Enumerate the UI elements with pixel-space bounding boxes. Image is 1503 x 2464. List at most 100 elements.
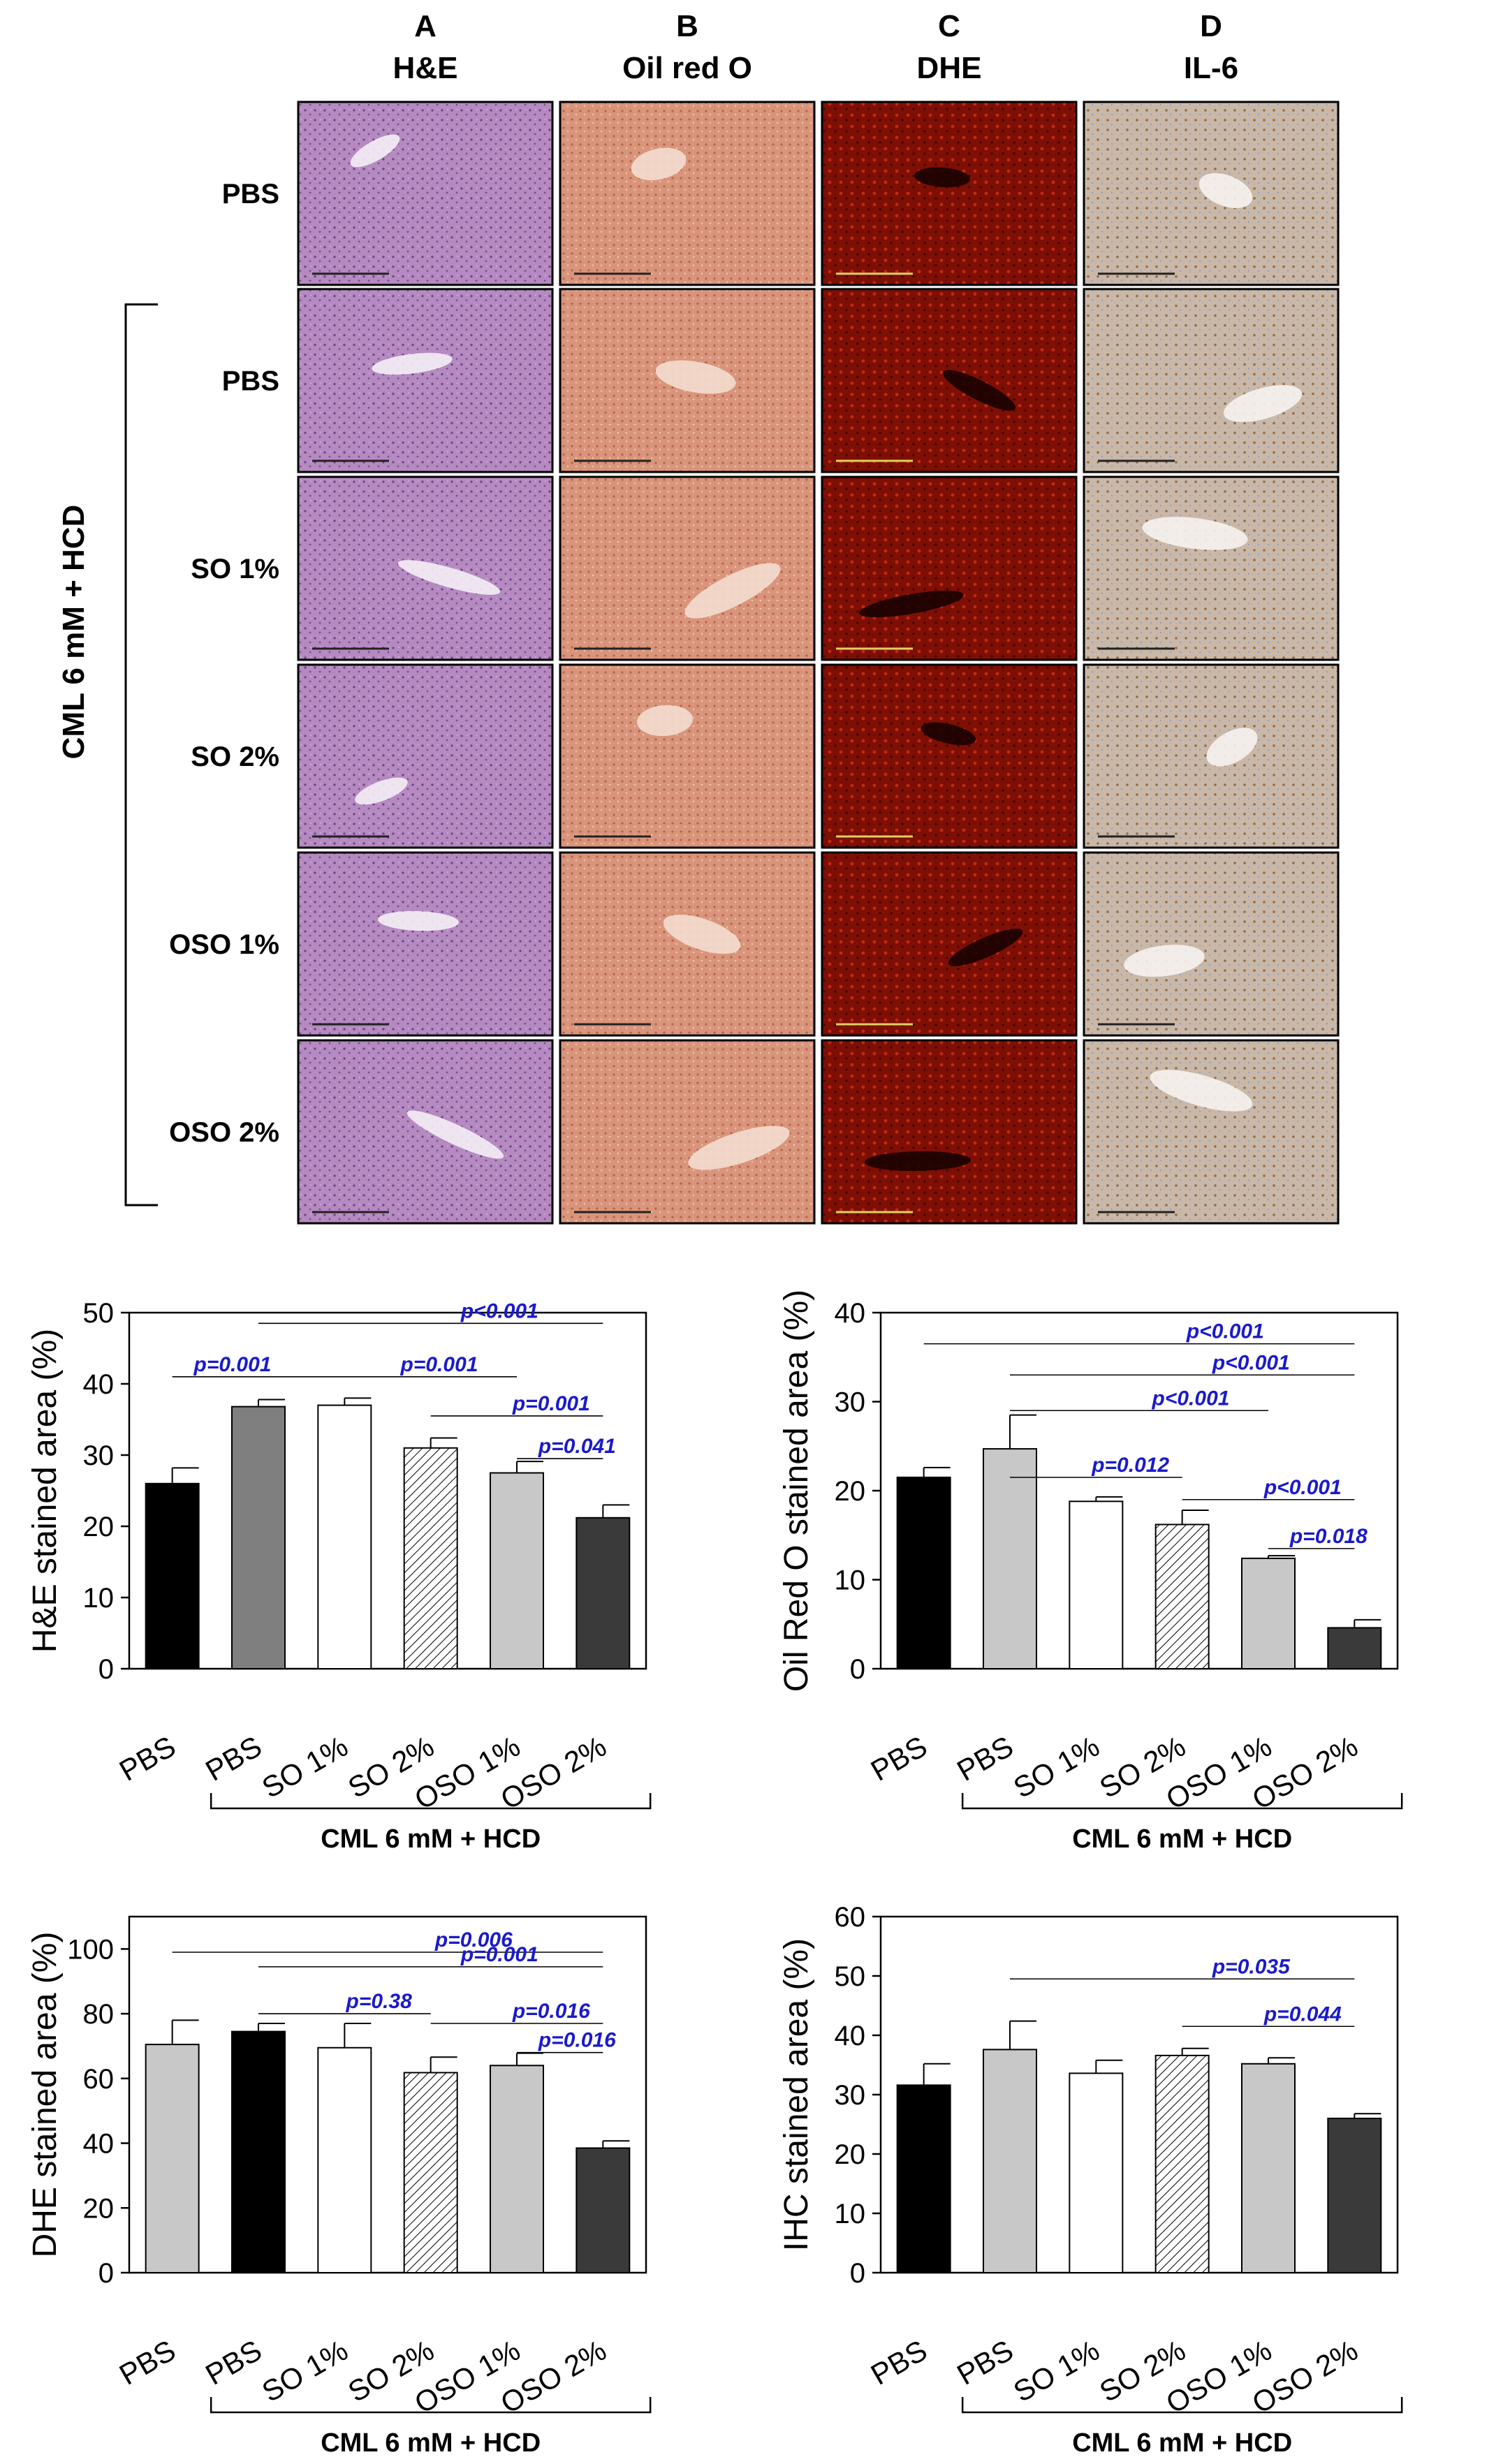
tile-lumen — [859, 590, 964, 618]
group-bracket — [961, 2397, 1403, 2414]
y-tick-label: 20 — [83, 1512, 115, 1542]
plot-frame — [128, 1915, 647, 2274]
tile-lumen — [921, 722, 976, 746]
tile-image — [297, 1039, 554, 1225]
tile-lumen — [397, 560, 501, 595]
y-tick-label: 60 — [83, 2064, 115, 2095]
micrograph-tile — [559, 101, 816, 286]
micrograph-tile — [559, 1039, 816, 1225]
column-letter: B — [676, 9, 698, 43]
group-label: CML 6 mM + HCD — [321, 2428, 541, 2458]
bar — [145, 2044, 200, 2273]
p-value-label: p=0.001 — [460, 1943, 538, 1966]
group-label: CML 6 mM + HCD — [321, 1824, 541, 1854]
row-label: PBS — [222, 366, 279, 397]
y-tick-label: 40 — [83, 2129, 115, 2160]
bar — [490, 1472, 544, 1669]
micrograph-tile — [821, 851, 1078, 1037]
p-value-label: p<0.001 — [1186, 1320, 1264, 1343]
x-tick-label: PBS — [865, 2333, 932, 2391]
x-tick-label: SO 1% — [1008, 1729, 1105, 1804]
p-value-label: p<0.001 — [460, 1299, 538, 1322]
micrograph-tile — [559, 851, 816, 1037]
bar — [1069, 1500, 1124, 1669]
tile-image — [297, 663, 554, 849]
y-tick-label: 20 — [835, 2139, 866, 2170]
bar — [1069, 2072, 1124, 2273]
tile-image — [1083, 851, 1340, 1037]
micrograph-tile — [297, 1039, 554, 1225]
tile-lumen — [1198, 172, 1253, 209]
y-tick-label: 40 — [83, 1369, 115, 1400]
tile-lumen — [914, 167, 970, 188]
y-tick-label: 100 — [67, 1934, 114, 1965]
x-tick-label: PBS — [200, 2333, 267, 2391]
y-tick-label: 30 — [835, 2080, 866, 2111]
p-value-label: p=0.041 — [538, 1435, 616, 1458]
micrograph-tile — [821, 288, 1078, 473]
bar — [1241, 2063, 1296, 2273]
group-label: CML 6 mM + HCD — [57, 505, 91, 760]
tile-image — [1083, 1039, 1340, 1225]
tile-lumen — [1150, 1070, 1253, 1112]
tile-lumen — [1124, 945, 1205, 977]
micrograph-tile — [821, 475, 1078, 661]
bar — [1241, 1557, 1296, 1669]
column-stain-label: H&E — [393, 51, 458, 85]
column-stain-label: Oil red O — [622, 51, 752, 85]
y-tick-label: 20 — [83, 2193, 115, 2224]
tile-lumen — [637, 704, 693, 737]
y-tick-label: 0 — [850, 2258, 865, 2289]
p-value-label: p<0.001 — [1212, 1351, 1290, 1374]
bar — [1327, 2118, 1382, 2273]
bar — [575, 2147, 631, 2273]
y-axis-label: DHE stained area (%) — [27, 1932, 64, 2258]
tile-image — [559, 663, 816, 849]
plot-frame — [879, 1915, 1399, 2274]
y-tick-label: 10 — [835, 1565, 866, 1596]
tile-lumen — [663, 914, 741, 954]
group-bracket — [210, 1793, 652, 1810]
micrograph-tile — [297, 475, 554, 661]
tile-lumen — [655, 360, 736, 394]
p-value-label: p=0.006 — [434, 1928, 513, 1952]
p-value-label: p=0.016 — [512, 2000, 590, 2023]
bar — [231, 1406, 286, 1669]
tile-lumen — [372, 353, 453, 375]
group-bracket — [961, 1793, 1403, 1810]
y-tick-label: 80 — [83, 1999, 115, 2030]
column-stain-label: DHE — [917, 51, 982, 85]
micrograph-tile — [1083, 288, 1340, 473]
tile-lumen — [406, 1110, 504, 1159]
y-tick-label: 10 — [83, 1583, 115, 1614]
group-bracket — [210, 2397, 652, 2414]
p-value-label: p<0.001 — [1263, 1476, 1342, 1499]
chart-oil-red-o: 0 10 20 30 40 Oil Red O stained area (%) PBS PB… — [778, 1290, 1403, 1854]
micrograph-tile — [559, 475, 816, 661]
y-axis-label: H&E stained area (%) — [27, 1329, 64, 1653]
micrograph-tile — [1083, 851, 1340, 1037]
column-letter: A — [414, 9, 437, 43]
micrograph-tile — [1083, 101, 1340, 286]
micrograph-tile — [821, 1039, 1078, 1225]
p-value-label: p=0.001 — [512, 1392, 590, 1415]
row-label: PBS — [222, 179, 279, 209]
x-tick-label: PBS — [865, 1729, 932, 1787]
y-tick-label: 50 — [835, 1961, 866, 1992]
bar — [403, 1447, 458, 1669]
tile-image — [1083, 475, 1340, 661]
tile-image — [297, 288, 554, 473]
row-label: OSO 2% — [169, 1117, 279, 1148]
bar — [1327, 1627, 1382, 1669]
y-tick-label: 20 — [835, 1476, 866, 1507]
tile-lumen — [1142, 517, 1248, 550]
p-value-label: p=0.016 — [538, 2029, 616, 2052]
row-label: OSO 1% — [169, 929, 279, 960]
micrograph-tile — [821, 101, 1078, 286]
bar — [983, 2049, 1037, 2273]
y-tick-label: 0 — [850, 1654, 865, 1685]
y-tick-label: 40 — [835, 1298, 866, 1329]
y-tick-label: 10 — [835, 2199, 866, 2229]
